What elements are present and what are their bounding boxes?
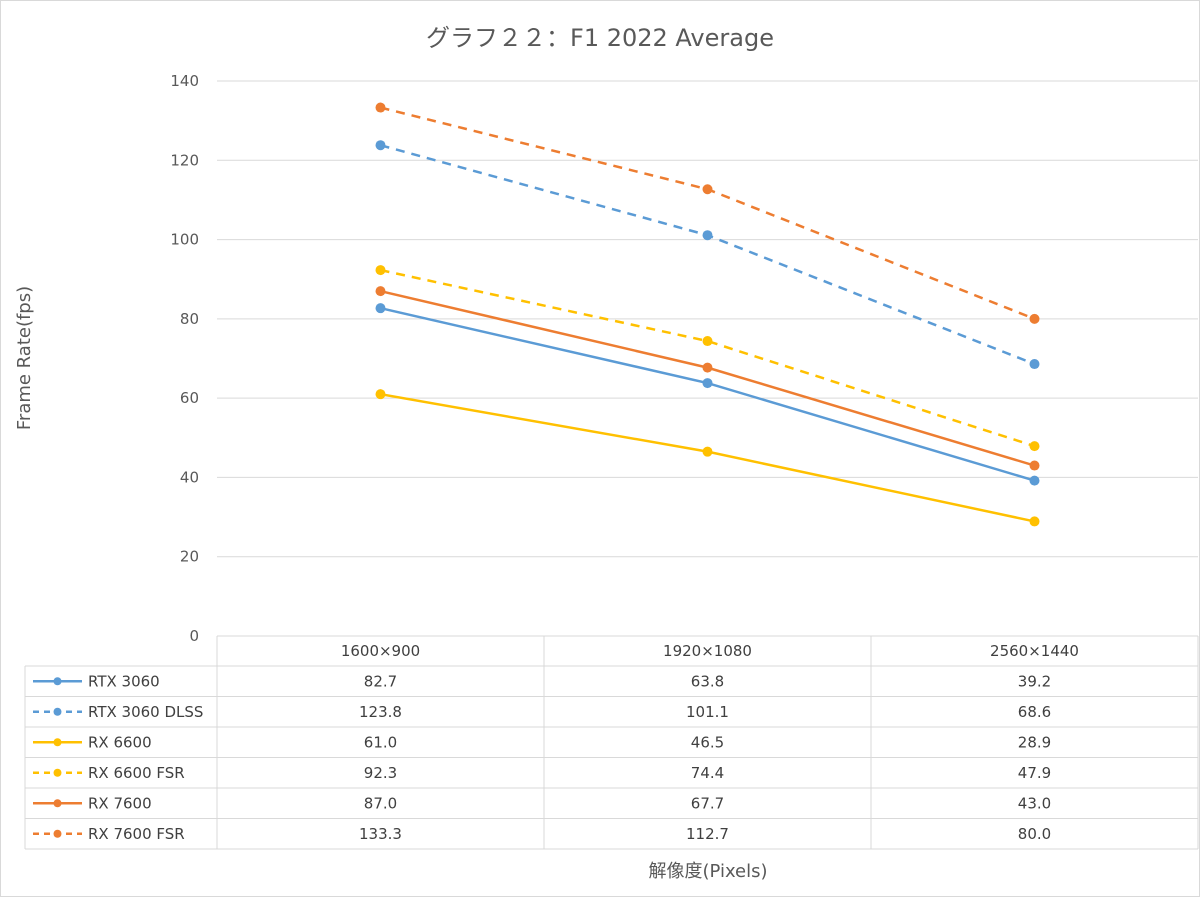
data-point (1029, 359, 1040, 370)
data-point (702, 378, 713, 389)
y-tick-label: 20 (180, 548, 199, 566)
data-point (375, 303, 386, 314)
x-axis-label: 解像度(Pixels) (648, 861, 767, 882)
legend-marker-key (53, 707, 62, 716)
data-point (1029, 475, 1040, 486)
y-tick-label: 80 (180, 310, 199, 328)
x-category-label: 1920×1080 (663, 642, 752, 660)
data-point (375, 286, 386, 297)
series-group (375, 265, 1040, 452)
table-value-cell: 61.0 (364, 733, 397, 751)
y-axis-ticks: 0 20 40 60 80 100 120 140 (170, 72, 199, 645)
plot-area (375, 102, 1040, 527)
data-point (375, 102, 386, 113)
x-category-label: 2560×1440 (990, 642, 1079, 660)
table-value-cell: 28.9 (1018, 733, 1051, 751)
series-group (375, 102, 1040, 324)
table-value-cell: 87.0 (364, 794, 397, 812)
y-tick-label: 120 (170, 151, 199, 169)
chart-title: グラフ２２：F1 2022 Average (426, 24, 774, 52)
series-group (375, 303, 1040, 486)
data-point (1029, 460, 1040, 471)
table-value-cell: 39.2 (1018, 672, 1051, 690)
legend-marker-key (53, 829, 62, 838)
data-point (1029, 313, 1040, 324)
table-value-cell: 47.9 (1018, 764, 1051, 782)
legend-entry: RTX 3060 (88, 672, 160, 690)
data-point (702, 184, 713, 195)
y-tick-label: 60 (180, 389, 199, 407)
legend-marker-key (53, 738, 62, 747)
y-tick-label: 0 (189, 627, 199, 645)
data-table: 1600×900 1920×1080 2560×1440 RTX 3060 82.7 63… (24, 635, 1199, 850)
y-axis-label: Frame Rate(fps) (14, 286, 35, 430)
x-category-label: 1600×900 (341, 642, 420, 660)
y-tick-label: 100 (170, 231, 199, 249)
legend-entry: RTX 3060 DLSS (88, 703, 203, 721)
legend-entry: RX 7600 FSR (88, 825, 185, 843)
data-point (702, 362, 713, 373)
data-point (375, 140, 386, 151)
table-value-cell: 123.8 (359, 703, 402, 721)
legend-entry: RX 6600 (88, 733, 152, 751)
table-value-cell: 74.4 (691, 764, 724, 782)
data-point (1029, 516, 1040, 527)
data-point (702, 336, 713, 347)
data-point (702, 446, 713, 457)
data-point (1029, 441, 1040, 452)
table-value-cell: 92.3 (364, 764, 397, 782)
series-line (380, 268, 1035, 448)
y-tick-label: 140 (170, 72, 199, 90)
table-value-cell: 46.5 (691, 733, 724, 751)
legend-marker-key (53, 677, 62, 686)
table-value-cell: 67.7 (691, 794, 724, 812)
data-point (375, 265, 386, 276)
table-value-cell: 43.0 (1018, 794, 1051, 812)
legend-marker-key (53, 799, 62, 808)
data-point (702, 230, 713, 241)
legend-entry: RX 6600 FSR (88, 764, 185, 782)
table-value-cell: 63.8 (691, 672, 724, 690)
table-value-cell: 112.7 (686, 825, 729, 843)
series-group (375, 140, 1040, 370)
legend-entry: RX 7600 (88, 794, 152, 812)
data-point (375, 389, 386, 400)
table-value-cell: 68.6 (1018, 703, 1051, 721)
series-group (375, 389, 1040, 527)
table-value-cell: 82.7 (364, 672, 397, 690)
table-value-cell: 101.1 (686, 703, 729, 721)
y-tick-label: 40 (180, 468, 199, 486)
table-value-cell: 133.3 (359, 825, 402, 843)
legend-marker-key (53, 768, 62, 777)
series-group (375, 286, 1040, 471)
table-value-cell: 80.0 (1018, 825, 1051, 843)
